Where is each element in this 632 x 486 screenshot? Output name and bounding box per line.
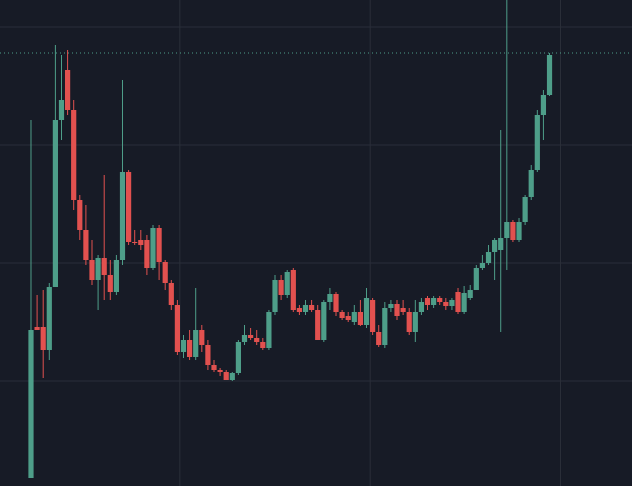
candle-body bbox=[443, 302, 449, 306]
candle-body bbox=[357, 312, 364, 325]
candle-body bbox=[199, 330, 205, 345]
candle-body bbox=[290, 270, 296, 310]
candle-body bbox=[449, 300, 455, 306]
candle-body bbox=[412, 312, 418, 332]
candle-body bbox=[95, 258, 101, 280]
candle-body bbox=[119, 172, 126, 260]
candle-body bbox=[125, 172, 132, 242]
candle-body bbox=[266, 312, 272, 348]
candle-body bbox=[278, 280, 284, 295]
candle-body bbox=[394, 304, 400, 316]
candle-body bbox=[174, 305, 180, 352]
candle-body bbox=[406, 312, 412, 332]
candle-body bbox=[77, 200, 83, 230]
candle-body bbox=[28, 330, 34, 478]
candle-body bbox=[321, 302, 327, 340]
candle-body bbox=[193, 330, 199, 357]
candle-body bbox=[52, 120, 58, 287]
candle-body bbox=[431, 298, 437, 305]
candle-body bbox=[418, 302, 425, 312]
candle-body bbox=[424, 298, 431, 305]
candle-body bbox=[144, 240, 150, 268]
candle-body bbox=[71, 110, 77, 200]
candle-body bbox=[315, 310, 321, 340]
candle-body bbox=[229, 373, 235, 380]
candle-body bbox=[479, 263, 486, 268]
candle-body bbox=[156, 228, 162, 262]
candle-body bbox=[351, 312, 357, 322]
candle-body bbox=[132, 242, 138, 243]
candle-body bbox=[34, 327, 40, 330]
candle-body bbox=[339, 312, 345, 318]
candle-body bbox=[504, 222, 510, 238]
candle-body bbox=[492, 240, 498, 252]
candle-body bbox=[58, 100, 65, 120]
candle-body bbox=[370, 300, 376, 332]
candle-body bbox=[46, 287, 52, 350]
candle-body bbox=[272, 280, 278, 312]
candle-body bbox=[162, 262, 168, 283]
candle-body bbox=[260, 342, 266, 348]
candle-body bbox=[546, 55, 553, 95]
candle-body bbox=[363, 298, 370, 325]
candle-body bbox=[89, 260, 95, 280]
candle-body bbox=[168, 283, 174, 305]
candle-body bbox=[540, 95, 547, 115]
candle-body bbox=[138, 240, 144, 245]
candle-body bbox=[254, 338, 260, 342]
candle-body bbox=[510, 222, 516, 240]
candle-body bbox=[187, 340, 193, 357]
candle-body bbox=[485, 252, 492, 263]
candle-body bbox=[64, 70, 71, 110]
candle-body bbox=[107, 275, 113, 292]
candle-body bbox=[528, 170, 534, 197]
candle-body bbox=[284, 272, 290, 295]
candle-body bbox=[437, 298, 443, 302]
candle-body bbox=[223, 372, 229, 380]
candle-body bbox=[400, 308, 406, 312]
candle-body bbox=[516, 222, 522, 240]
candle-body bbox=[388, 304, 394, 308]
candle-body bbox=[241, 335, 248, 342]
candle-body bbox=[83, 230, 89, 260]
candle-body bbox=[217, 370, 223, 372]
candle-body bbox=[345, 316, 351, 320]
candle-body bbox=[40, 327, 46, 350]
candle-body bbox=[309, 305, 315, 310]
candle-body bbox=[455, 292, 461, 312]
candle-body bbox=[302, 305, 309, 312]
candle-body bbox=[205, 345, 211, 365]
candle-body bbox=[534, 115, 540, 170]
candle-body bbox=[461, 293, 467, 312]
candle-body bbox=[467, 290, 473, 298]
candle-body bbox=[376, 332, 382, 345]
candle-body bbox=[248, 335, 254, 338]
candle-body bbox=[522, 197, 528, 222]
candle-body bbox=[113, 260, 119, 292]
candle-body bbox=[180, 340, 187, 352]
candle-body bbox=[333, 294, 339, 312]
candle-body bbox=[235, 342, 242, 373]
candle-body bbox=[473, 268, 479, 290]
candle-body bbox=[498, 238, 504, 250]
candle-body bbox=[101, 258, 107, 275]
candle-body bbox=[327, 294, 333, 302]
candle-body bbox=[382, 308, 388, 345]
candle-body bbox=[296, 308, 303, 312]
candle-body bbox=[211, 365, 217, 370]
candle-body bbox=[150, 228, 156, 268]
